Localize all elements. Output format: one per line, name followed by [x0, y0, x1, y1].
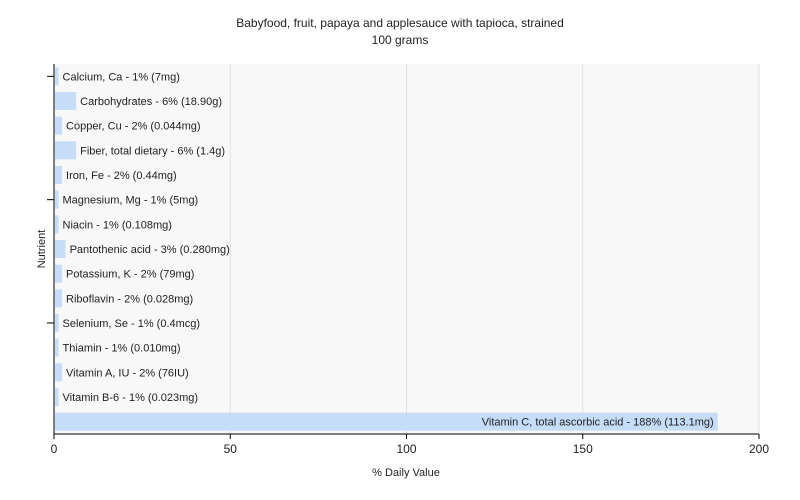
bar — [55, 166, 63, 184]
bar — [55, 338, 59, 357]
bar-label: Potassium, K - 2% (79mg) — [66, 269, 194, 281]
x-tick-label: 0 — [51, 442, 58, 456]
bars: Calcium, Ca - 1% (7mg) Carbohydrates - 6%… — [55, 67, 718, 431]
bar-label: Riboflavin - 2% (0.028mg) — [66, 293, 193, 305]
axes: 0 50 100 150 200 — [47, 64, 769, 456]
bar — [55, 314, 59, 332]
bar — [55, 363, 63, 382]
bar — [55, 92, 77, 110]
bar-label: Thiamin - 1% (0.010mg) — [63, 343, 181, 355]
x-tick-label: 200 — [749, 442, 769, 456]
bar-label: Pantothenic acid - 3% (0.280mg) — [70, 244, 230, 256]
bar-label: Calcium, Ca - 1% (7mg) — [63, 71, 180, 83]
bar-label: Vitamin A, IU - 2% (76IU) — [66, 367, 189, 379]
bar — [55, 116, 63, 135]
grid-lines — [229, 64, 760, 434]
bar — [55, 412, 718, 431]
y-axis-title: Nutrient — [36, 230, 48, 269]
bar-label: Iron, Fe - 2% (0.44mg) — [66, 170, 177, 182]
bar — [55, 240, 66, 258]
bar — [55, 215, 59, 234]
bar-label: Vitamin C, total ascorbic acid - 188% (1… — [482, 417, 714, 429]
x-tick-label: 50 — [224, 442, 238, 456]
x-tick-label: 100 — [396, 442, 416, 456]
x-axis-title: % Daily Value — [372, 467, 440, 479]
bar-label: Niacin - 1% (0.108mg) — [63, 219, 172, 231]
x-tick-label: 150 — [573, 442, 593, 456]
bar-label: Fiber, total dietary - 6% (1.4g) — [80, 145, 225, 157]
bar — [55, 388, 59, 406]
chart-title: Babyfood, fruit, papaya and applesauce w… — [236, 16, 564, 30]
bar-label: Magnesium, Mg - 1% (5mg) — [63, 195, 199, 207]
bar — [55, 289, 63, 308]
bar — [55, 190, 59, 209]
bar — [55, 264, 63, 283]
chart-subtitle: 100 grams — [372, 33, 429, 47]
bar-label: Carbohydrates - 6% (18.90g) — [80, 96, 222, 108]
bar — [55, 67, 59, 86]
bar-label: Vitamin B-6 - 1% (0.023mg) — [63, 392, 199, 404]
bar — [55, 141, 77, 160]
bar-label: Copper, Cu - 2% (0.044mg) — [66, 121, 201, 133]
bar-label: Selenium, Se - 1% (0.4mcg) — [63, 318, 201, 330]
